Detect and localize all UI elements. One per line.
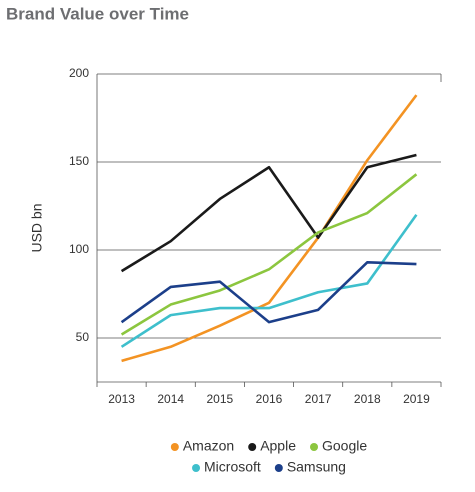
line-series	[120, 173, 418, 336]
x-tick-label: 2018	[354, 392, 381, 406]
legend-marker	[248, 443, 257, 451]
x-tick-label: 2016	[256, 392, 283, 406]
line-series	[120, 153, 417, 273]
legend-marker	[170, 443, 179, 451]
y-tick-label: 50	[76, 330, 90, 344]
legend-label: Microsoft	[204, 459, 261, 475]
x-tick-label: 2014	[157, 392, 184, 406]
x-tick-label: 2019	[403, 392, 430, 406]
chart-title: Brand Value over Time	[6, 4, 189, 23]
legend-label: Google	[322, 438, 367, 454]
y-tick-label: 150	[69, 154, 89, 168]
y-tick-label: 200	[69, 66, 89, 80]
legend-label: Samsung	[287, 459, 346, 475]
y-axis-label: USD bn	[29, 203, 45, 252]
legend-marker	[310, 443, 319, 451]
legend-marker	[274, 464, 283, 472]
legend-marker	[192, 464, 201, 472]
y-tick-label: 100	[69, 242, 89, 256]
x-tick-label: 2013	[108, 392, 135, 406]
line-series	[121, 94, 418, 363]
legend-label: Amazon	[183, 438, 234, 454]
x-tick-label: 2015	[207, 392, 234, 406]
line-series	[120, 261, 417, 324]
legend-label: Apple	[260, 438, 296, 454]
x-tick-label: 2017	[305, 392, 332, 406]
line-series	[120, 214, 418, 348]
